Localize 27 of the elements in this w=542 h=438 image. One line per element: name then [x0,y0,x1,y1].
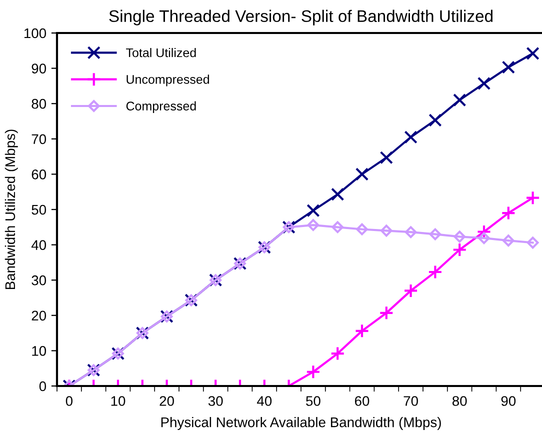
y-tick-label: 0 [39,381,46,392]
legend-label: Compressed [126,101,196,113]
y-axis-title: Bandwidth Utilized (Mbps) [4,130,18,290]
y-tick-label: 40 [31,240,46,250]
y-tick-label: 20 [32,310,46,321]
y-tick-label: 70 [32,134,46,144]
x-tick-label: 90 [501,396,516,406]
x-tick-label: 30 [208,396,223,406]
legend-label: Total Utilized [126,48,196,58]
y-tick-label: 50 [32,204,46,215]
x-tick-label: 50 [306,396,320,406]
legend-label: Uncompressed [126,74,210,86]
y-tick-label: 10 [32,346,46,356]
x-tick-label: 80 [452,396,467,406]
x-tick-label: 20 [160,396,174,406]
y-tick-label: 30 [32,275,46,286]
y-tick-label: 80 [32,98,46,109]
x-tick-label: 60 [354,396,370,406]
x-tick-label: 0 [66,396,73,406]
x-tick-label: 10 [111,396,126,406]
x-tick-label: 40 [256,396,272,406]
y-tick-label: 60 [32,170,46,180]
x-tick-label: 70 [404,396,418,406]
chart-title: Single Threaded Version- Split of Bandwidth Utilized [109,10,492,26]
x-axis-title: Physical Network Available Bandwidth (Mbps) [161,417,441,430]
y-tick-label: 90 [32,64,46,74]
y-tick-label: 100 [24,28,46,38]
